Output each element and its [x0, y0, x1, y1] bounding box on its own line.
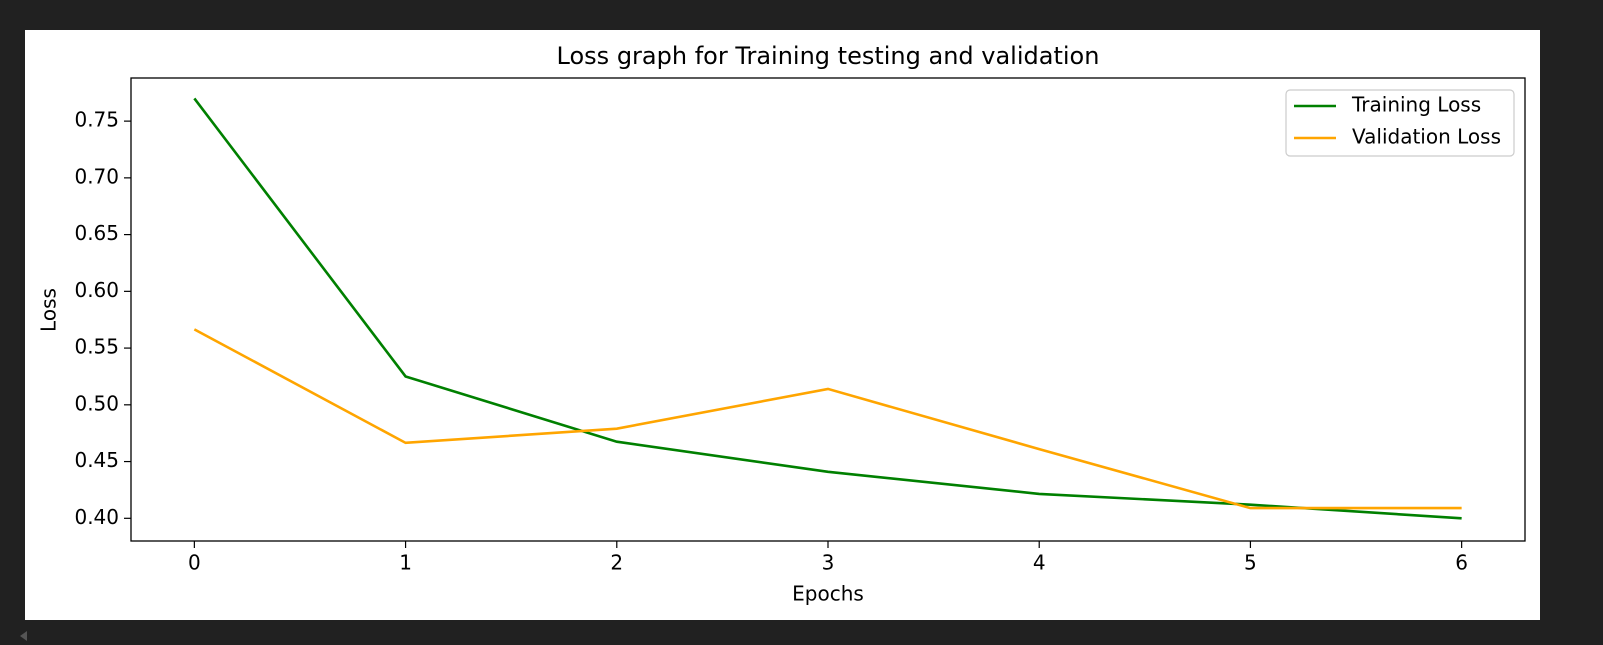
- line-series: [193, 97, 1462, 520]
- y-tick-label: 0.50: [74, 391, 119, 415]
- scroll-arrow[interactable]: [20, 631, 27, 641]
- y-tick-label: 0.40: [74, 505, 119, 529]
- y-tick-label: 0.75: [74, 108, 119, 132]
- y-tick-label: 0.55: [74, 335, 119, 359]
- legend-label: Validation Loss: [1352, 125, 1501, 149]
- line-series: [193, 328, 1462, 510]
- x-tick-label: 4: [1033, 551, 1046, 575]
- x-tick-label: 0: [188, 551, 201, 575]
- x-tick-label: 1: [399, 551, 412, 575]
- x-tick-label: 2: [610, 551, 623, 575]
- y-tick-label: 0.60: [74, 278, 119, 302]
- chart-title: Loss graph for Training testing and vali…: [557, 42, 1100, 70]
- y-tick-label: 0.45: [74, 448, 119, 472]
- y-axis-label: Loss: [37, 288, 61, 332]
- x-tick-label: 3: [822, 551, 835, 575]
- y-tick-label: 0.70: [74, 164, 119, 188]
- x-axis-label: Epochs: [792, 582, 864, 606]
- x-tick-label: 6: [1455, 551, 1468, 575]
- x-tick-label: 5: [1244, 551, 1257, 575]
- legend-label: Training Loss: [1351, 93, 1481, 117]
- y-tick-label: 0.65: [74, 221, 119, 245]
- legend-box: [1285, 89, 1515, 157]
